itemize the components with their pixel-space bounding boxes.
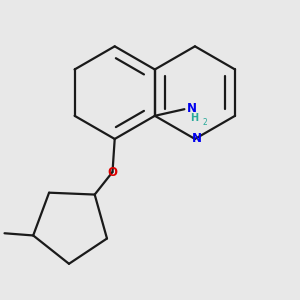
Text: O: O bbox=[107, 166, 118, 178]
Text: N: N bbox=[192, 132, 202, 145]
Text: 2: 2 bbox=[202, 118, 207, 127]
Text: N: N bbox=[187, 102, 197, 115]
Text: H: H bbox=[190, 113, 198, 124]
